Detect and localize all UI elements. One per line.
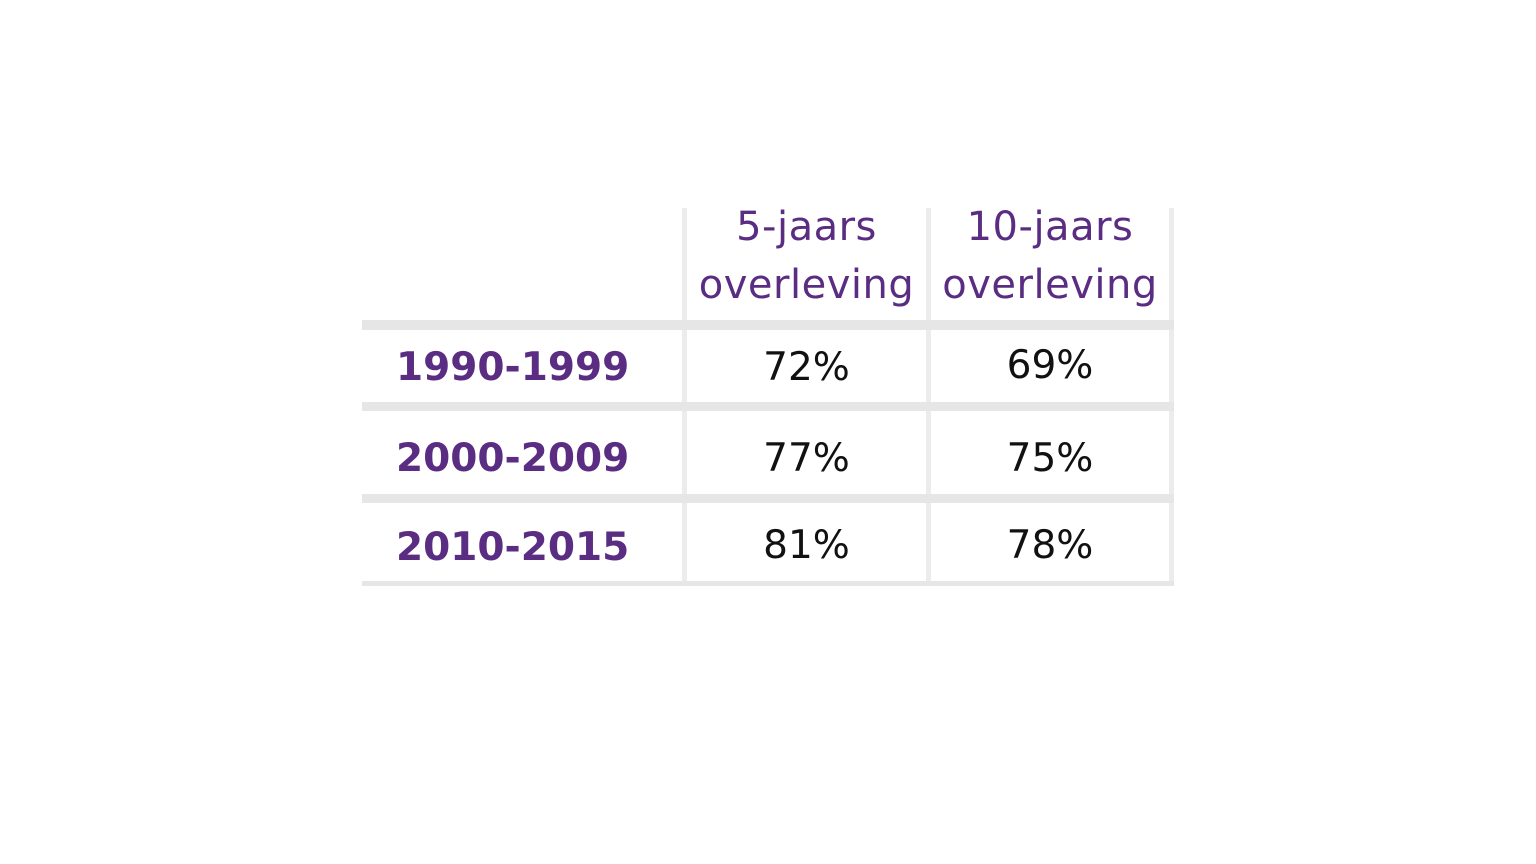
column-header-line1: 5-jaars xyxy=(736,204,877,250)
table-cell: 69% xyxy=(1006,343,1094,388)
row-label: 2000-2009 xyxy=(396,436,630,481)
survival-table: 5-jaars overleving 10-jaars overleving 1… xyxy=(362,204,1174,586)
column-divider xyxy=(682,208,687,586)
column-header-10-year: 10-jaars overleving xyxy=(931,198,1169,314)
row-label: 1990-1999 xyxy=(396,345,630,390)
header-separator xyxy=(362,320,1174,330)
column-header-line2: overleving xyxy=(942,262,1158,308)
row-separator xyxy=(362,494,1174,503)
table-cell: 75% xyxy=(1006,436,1094,481)
table-cell: 77% xyxy=(763,436,850,481)
column-header-line2: overleving xyxy=(698,262,915,308)
column-divider xyxy=(926,208,931,586)
column-header-line1: 10-jaars xyxy=(966,204,1134,250)
table-cell: 72% xyxy=(763,345,850,390)
table-right-border xyxy=(1169,208,1174,586)
table-cell: 81% xyxy=(763,523,850,568)
row-separator xyxy=(362,402,1174,411)
row-label: 2010-2015 xyxy=(396,525,630,570)
table-cell: 78% xyxy=(1006,523,1094,568)
table-bottom-border xyxy=(362,581,1174,586)
column-header-5-year: 5-jaars overleving xyxy=(687,198,926,314)
